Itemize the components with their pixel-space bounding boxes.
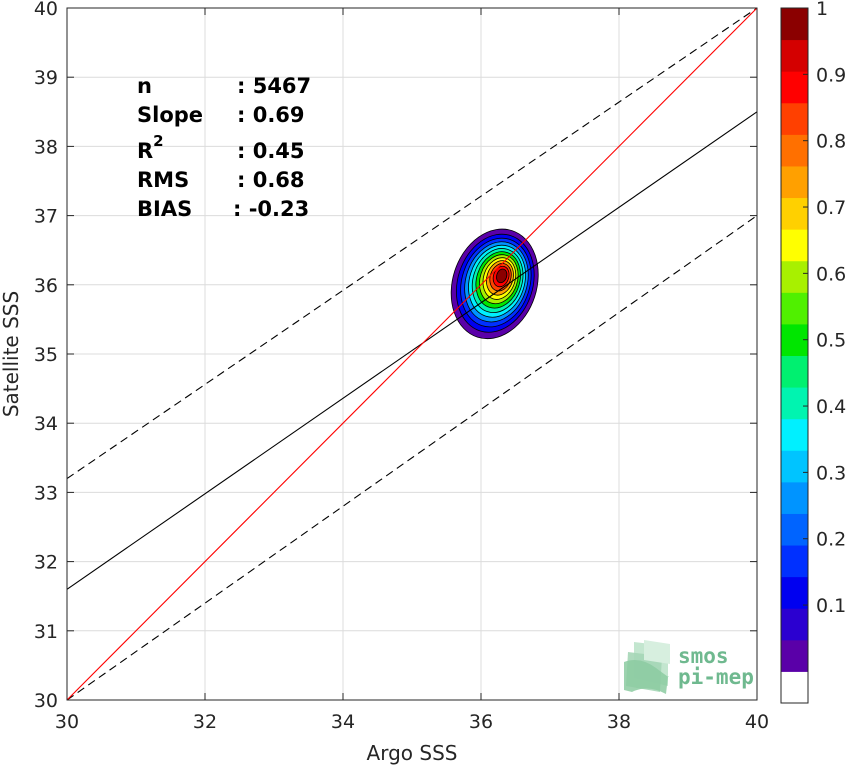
upper-bound-line <box>66 7 758 480</box>
y-tick-label: 39 <box>34 67 58 89</box>
colorbar-segment <box>781 450 808 483</box>
colorbar-segment <box>781 481 808 514</box>
logo-text-smos: smos <box>678 644 729 668</box>
colorbar-segment <box>781 165 808 199</box>
colorbar-segment <box>781 102 808 135</box>
axis-ticks: 30 32 34 36 38 40 30 31 32 33 34 35 36 37 38 39 40 <box>34 0 769 733</box>
colorbar-segment <box>781 671 808 704</box>
smos-pimep-logo: smos pi-mep <box>624 640 754 694</box>
colorbar-segment <box>781 639 808 672</box>
colorbar-tick-label: 0.7 <box>816 197 846 219</box>
colorbar-segment <box>781 260 808 293</box>
y-tick-label: 32 <box>34 552 58 574</box>
colorbar-tick-label: 0.4 <box>816 396 846 418</box>
colorbar-segment <box>781 71 808 104</box>
regression-line <box>66 111 758 590</box>
colorbar-tick-label: 0.5 <box>816 330 846 352</box>
colorbar-segment <box>781 387 808 420</box>
colorbar-tick-label: 0.9 <box>816 64 846 86</box>
stat-value: : 0.69 <box>237 103 305 127</box>
colorbar-tick-label: 0.3 <box>816 462 846 484</box>
colorbar-tick-label: 0.2 <box>816 529 846 551</box>
colorbar-segment <box>781 39 808 72</box>
colorbar-segment <box>781 229 808 262</box>
y-tick-label: 36 <box>34 275 58 297</box>
y-tick-label: 31 <box>34 621 58 643</box>
y-tick-label: 34 <box>34 413 58 435</box>
colorbar-segment <box>781 197 808 230</box>
stat-name: n <box>137 74 152 98</box>
colorbar-segment <box>781 576 808 609</box>
stat-name: BIAS <box>137 197 192 221</box>
colorbar-segment <box>781 134 808 167</box>
stat-name: R2 <box>137 132 164 163</box>
reference-lines <box>66 7 758 701</box>
identity-line <box>66 7 758 701</box>
y-tick-label: 33 <box>34 482 58 504</box>
x-tick-label: 40 <box>745 711 769 733</box>
x-tick-label: 30 <box>55 711 79 733</box>
lower-bound-line <box>66 215 758 701</box>
y-tick-label: 30 <box>34 690 58 712</box>
statistics-box: n : 5467 Slope : 0.69 R2 : 0.45 RMS : 0.68 BIAS:… <box>137 74 311 221</box>
x-tick-label: 32 <box>193 711 217 733</box>
colorbar-segment <box>781 545 808 578</box>
colorbar-tick-label: 1 <box>816 0 828 20</box>
x-tick-label: 38 <box>607 711 631 733</box>
y-tick-label: 37 <box>34 206 58 228</box>
logo-waves-icon <box>624 640 670 694</box>
colorbar-segment <box>781 418 808 451</box>
x-axis-label: Argo SSS <box>367 741 458 765</box>
stat-value: : 0.45 <box>237 139 305 163</box>
x-tick-label: 36 <box>469 711 493 733</box>
colorbar-segment <box>781 355 808 388</box>
y-axis-label: Satellite SSS <box>0 291 23 417</box>
colorbar-frame <box>780 7 809 704</box>
colorbar: 0.1 0.2 0.3 0.4 0.5 0.6 0.7 0.8 0.9 1 <box>780 0 846 704</box>
stat-name: RMS <box>137 168 189 192</box>
colorbar-tick-label: 0.8 <box>816 131 846 153</box>
colorbar-segment <box>781 513 808 546</box>
colorbar-segment <box>781 292 808 325</box>
density-contour-level <box>496 268 508 284</box>
stat-name: Slope <box>137 103 203 127</box>
y-tick-label: 40 <box>34 0 58 20</box>
stat-superscript: 2 <box>153 132 163 150</box>
y-tick-label: 38 <box>34 136 58 158</box>
stat-value: : -0.23 <box>233 197 309 221</box>
colorbar-segment <box>781 8 808 41</box>
stat-value: : 5467 <box>237 74 311 98</box>
logo-text-pimep: pi-mep <box>678 665 754 689</box>
colorbar-segment <box>781 608 808 641</box>
colorbar-tick-label: 0.1 <box>816 595 846 617</box>
density-contours <box>450 228 539 340</box>
y-tick-label: 35 <box>34 344 58 366</box>
stat-value: : 0.68 <box>237 168 305 192</box>
colorbar-tick-label: 0.6 <box>816 263 846 285</box>
x-tick-label: 34 <box>331 711 355 733</box>
